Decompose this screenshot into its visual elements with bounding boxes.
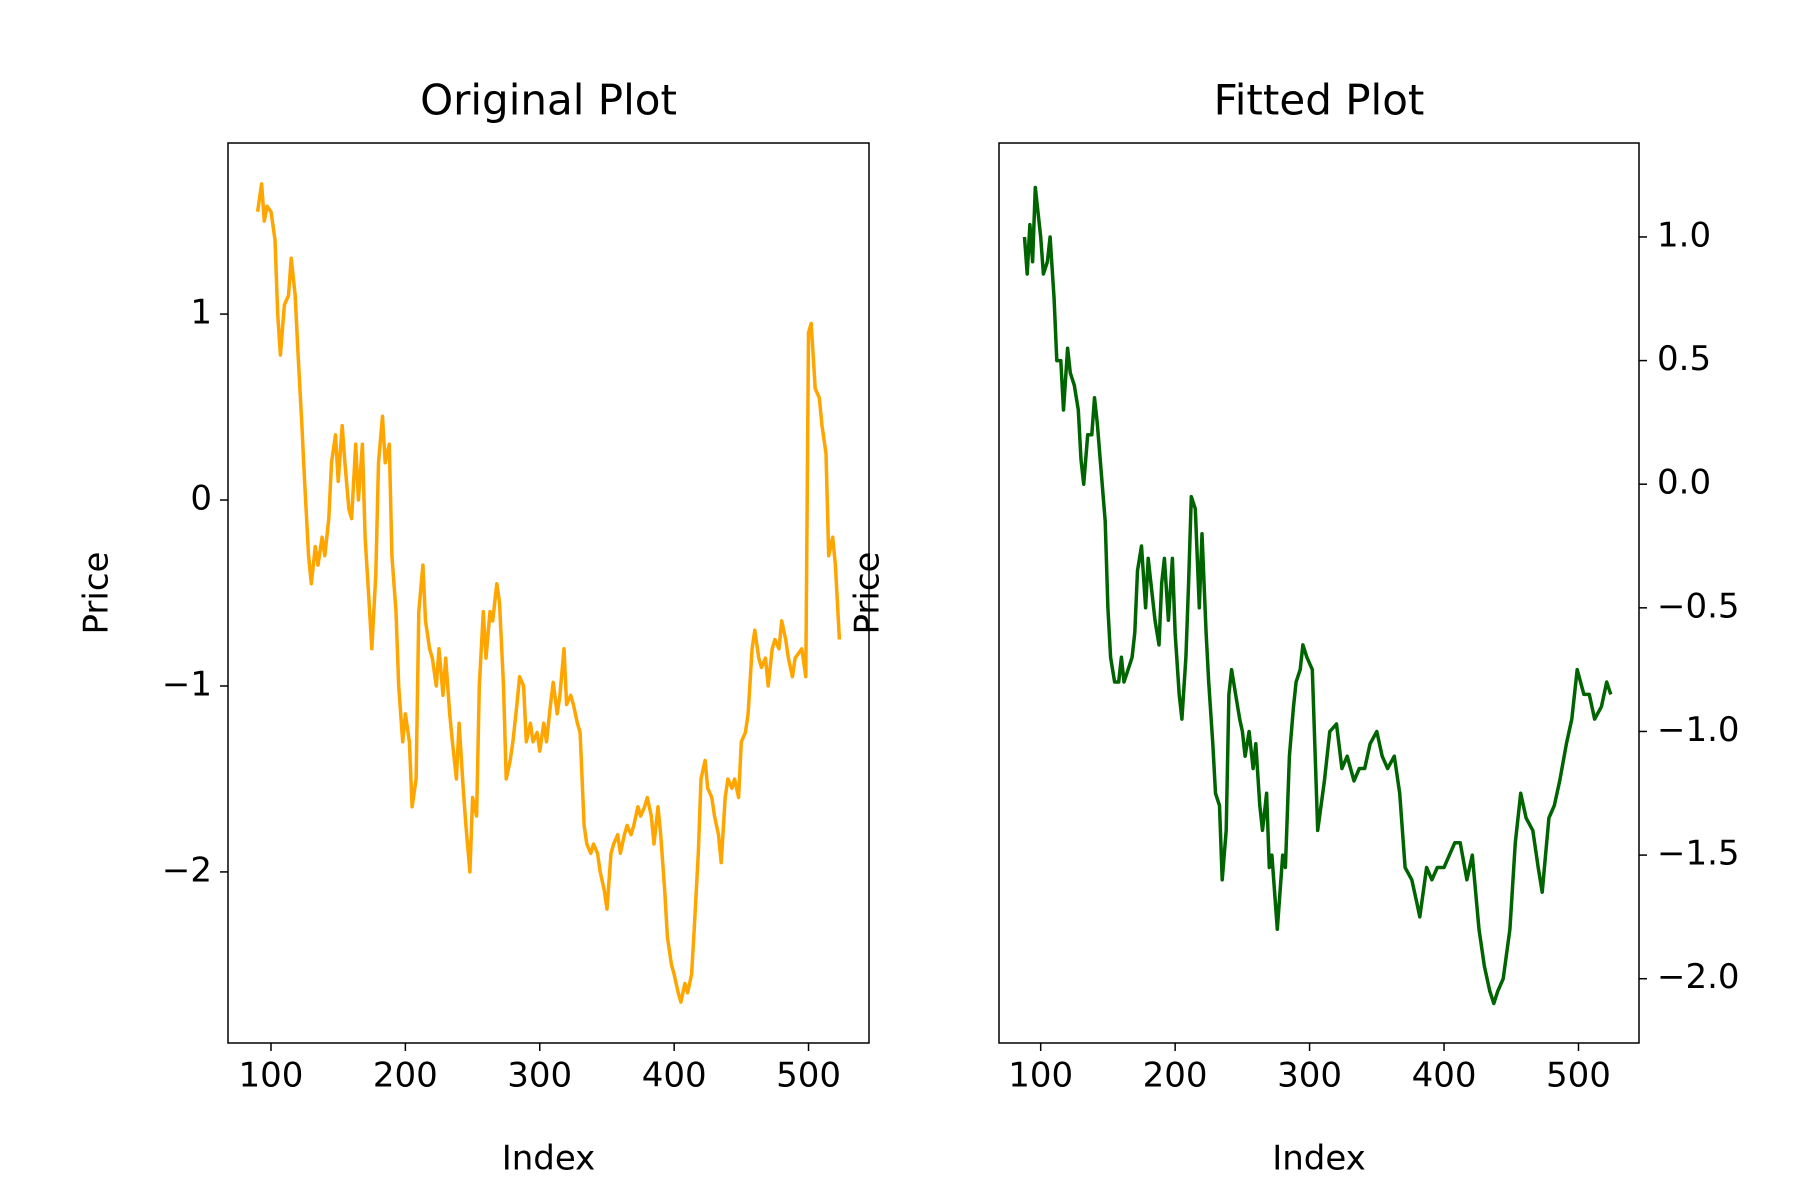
y-tick-label: −2.0 (1657, 957, 1740, 997)
x-axis-label: Index (1272, 1139, 1366, 1179)
y-tick-label: 1.0 (1657, 215, 1711, 255)
y-tick-label: −0.5 (1657, 586, 1740, 626)
x-tick-label: 200 (373, 1056, 438, 1096)
plot-frame (227, 142, 870, 1044)
x-tick-label: 100 (239, 1056, 304, 1096)
x-axis-label: Index (502, 1139, 596, 1179)
x-tick-label: 400 (1412, 1056, 1477, 1096)
y-axis-label: Price (77, 552, 117, 635)
x-tick-label: 200 (1143, 1056, 1208, 1096)
y-tick-label: −1.5 (1657, 834, 1740, 874)
y-tick-label: −1.0 (1657, 710, 1740, 750)
data-line (1022, 185, 1613, 1006)
y-tick-label: 1 (190, 293, 212, 333)
x-tick-label: 100 (1008, 1056, 1073, 1096)
x-tick-label: 300 (507, 1056, 572, 1096)
y-tick-label: 0.0 (1657, 463, 1711, 503)
x-tick-label: 400 (642, 1056, 707, 1096)
plot-frame (998, 142, 1640, 1044)
data-line (255, 182, 842, 1004)
x-tick-label: 300 (1277, 1056, 1342, 1096)
y-tick-label: 0 (190, 479, 212, 519)
chart-title: Fitted Plot (1214, 76, 1425, 125)
chart-title: Original Plot (420, 76, 677, 125)
y-tick-label: 0.5 (1657, 339, 1711, 379)
x-tick-label: 500 (1546, 1056, 1611, 1096)
y-axis-label: Price (848, 552, 888, 635)
y-tick-label: −2 (162, 850, 212, 890)
y-tick-label: −1 (162, 664, 212, 704)
x-tick-label: 500 (776, 1056, 841, 1096)
